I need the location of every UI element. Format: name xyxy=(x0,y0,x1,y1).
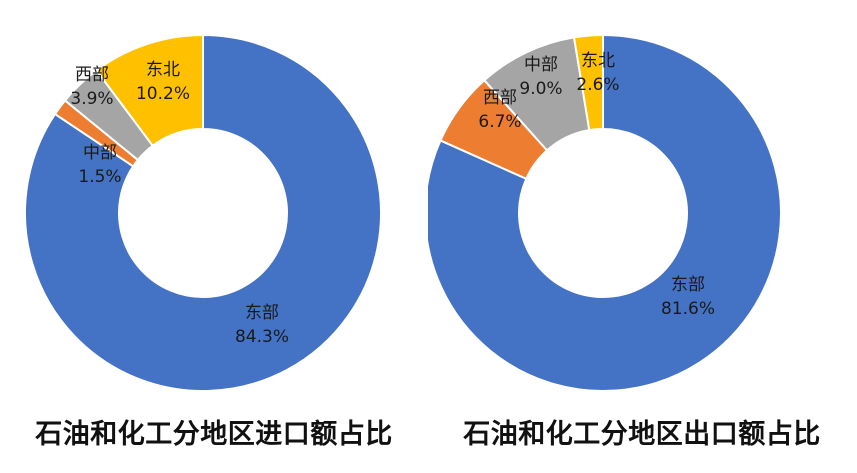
export-donut-chart: 东部 81.6% 西部 6.7% 中部 9.0% 东北 2.6% 石油和化工分地区出口额占比 xyxy=(428,0,857,473)
export-slice-value-label-2: 9.0% xyxy=(519,79,562,99)
import-slice-value-label-2: 3.9% xyxy=(70,89,113,109)
export-slice-category-label-0: 东部 xyxy=(671,275,705,295)
import-slice-value-label-0: 84.3% xyxy=(235,327,289,347)
import-slice-value-label-1: 1.5% xyxy=(78,167,121,187)
export-slice-value-label-3: 2.6% xyxy=(576,75,619,95)
export-slice-category-label-3: 东北 xyxy=(581,51,615,71)
export-donut-slice-0 xyxy=(428,33,782,392)
export-slice-value-label-1: 6.7% xyxy=(478,112,521,132)
import-chart-title: 石油和化工分地区进口额占比 xyxy=(35,419,393,450)
import-donut-svg: 东部 84.3% 中部 1.5% 西部 3.9% 东北 10.2% xyxy=(24,33,382,392)
export-donut-slice-3 xyxy=(572,33,604,132)
import-donut-slice-0 xyxy=(24,33,382,392)
export-slice-category-label-2: 中部 xyxy=(524,55,558,75)
export-slice-value-label-0: 81.6% xyxy=(661,299,715,319)
export-chart-title: 石油和化工分地区出口额占比 xyxy=(463,419,821,450)
import-donut-chart: 东部 84.3% 中部 1.5% 西部 3.9% 东北 10.2% 石油和化工分地区进口额占比 xyxy=(0,0,428,473)
import-slice-category-label-1: 中部 xyxy=(83,143,117,163)
export-slice-category-label-1: 西部 xyxy=(483,88,517,108)
export-donut-svg: 东部 81.6% 西部 6.7% 中部 9.0% 东北 2.6% xyxy=(428,33,782,392)
import-slice-category-label-0: 东部 xyxy=(245,303,279,323)
import-slice-category-label-2: 西部 xyxy=(75,65,109,85)
import-slice-value-label-3: 10.2% xyxy=(136,84,190,104)
import-donut-slice-3 xyxy=(95,33,204,148)
import-slice-category-label-3: 东北 xyxy=(146,60,180,80)
